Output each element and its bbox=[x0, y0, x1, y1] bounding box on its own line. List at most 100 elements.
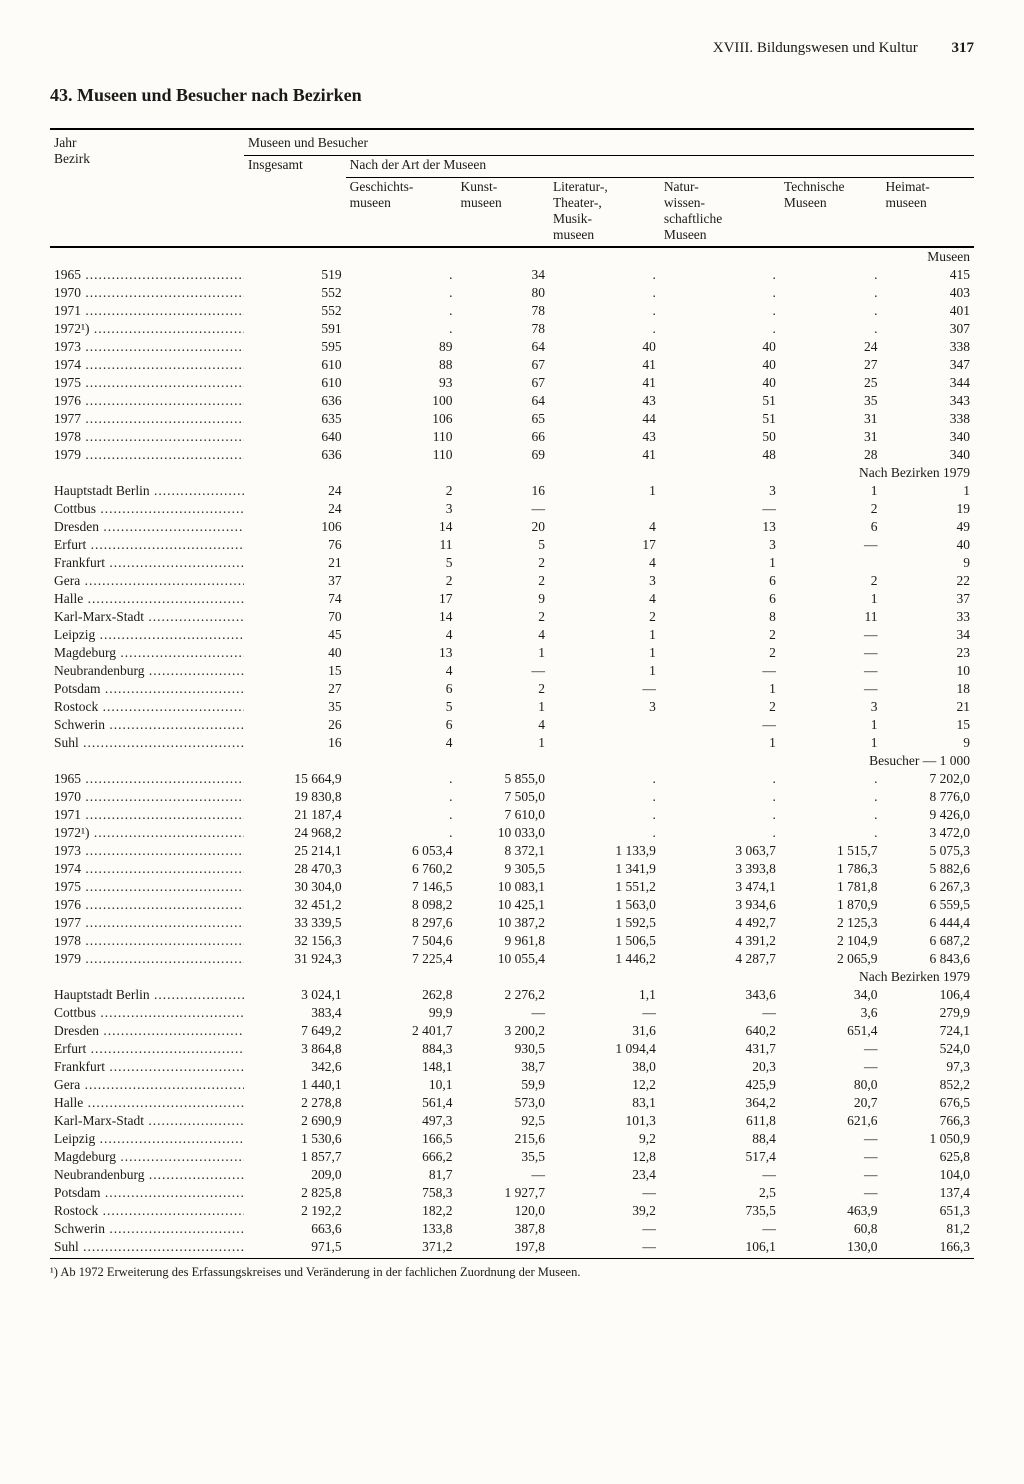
row-label: 1972¹) bbox=[50, 824, 244, 842]
cell: 21 bbox=[882, 698, 974, 716]
cell: 130,0 bbox=[780, 1238, 882, 1256]
cell: . bbox=[660, 320, 780, 338]
table-row: Frankfurt2152419 bbox=[50, 554, 974, 572]
row-label: 1975 bbox=[50, 878, 244, 896]
section-bezirke-1: Nach Bezirken 1979 bbox=[50, 464, 974, 482]
cell: 17 bbox=[346, 590, 457, 608]
row-label: Suhl bbox=[50, 1238, 244, 1256]
cell: 1 870,9 bbox=[780, 896, 882, 914]
cell: 20,7 bbox=[780, 1094, 882, 1112]
cell: 40 bbox=[244, 644, 346, 662]
cell: 1 bbox=[457, 698, 549, 716]
row-label: 1975 bbox=[50, 374, 244, 392]
cell: 1 050,9 bbox=[882, 1130, 974, 1148]
table-row: 19756109367414025344 bbox=[50, 374, 974, 392]
cell: 930,5 bbox=[457, 1040, 549, 1058]
row-label: Dresden bbox=[50, 518, 244, 536]
cell: 10 055,4 bbox=[457, 950, 549, 968]
cell: 31 bbox=[780, 428, 882, 446]
cell: — bbox=[660, 500, 780, 518]
table-row: Magdeburg4013112—23 bbox=[50, 644, 974, 662]
cell: 99,9 bbox=[346, 1004, 457, 1022]
row-label: Magdeburg bbox=[50, 1148, 244, 1166]
cell: . bbox=[660, 788, 780, 806]
cell: 463,9 bbox=[780, 1202, 882, 1220]
cell: 635 bbox=[244, 410, 346, 428]
cell: 2 bbox=[346, 572, 457, 590]
cell: — bbox=[660, 1220, 780, 1238]
cell: 1 bbox=[882, 482, 974, 500]
cell: 100 bbox=[346, 392, 457, 410]
cell: 92,5 bbox=[457, 1112, 549, 1130]
cell: 76 bbox=[244, 536, 346, 554]
cell: 387,8 bbox=[457, 1220, 549, 1238]
cell: — bbox=[457, 500, 549, 518]
cell: 636 bbox=[244, 392, 346, 410]
table-row: Suhl1641119 bbox=[50, 734, 974, 752]
cell: 10 bbox=[882, 662, 974, 680]
col-c6: Heimat- museen bbox=[882, 178, 974, 245]
cell: 1 bbox=[780, 734, 882, 752]
cell: . bbox=[780, 266, 882, 284]
cell: 884,3 bbox=[346, 1040, 457, 1058]
cell: 78 bbox=[457, 302, 549, 320]
table-row: 197864011066435031340 bbox=[50, 428, 974, 446]
cell: 48 bbox=[660, 446, 780, 464]
cell: 3 864,8 bbox=[244, 1040, 346, 1058]
cell: 1 506,5 bbox=[549, 932, 660, 950]
cell: 6 bbox=[346, 716, 457, 734]
cell: 16 bbox=[457, 482, 549, 500]
cell: 2 825,8 bbox=[244, 1184, 346, 1202]
cell: 70 bbox=[244, 608, 346, 626]
cell: 735,5 bbox=[660, 1202, 780, 1220]
cell bbox=[549, 500, 660, 518]
cell: . bbox=[346, 806, 457, 824]
table-row: 197019 830,8.7 505,0...8 776,0 bbox=[50, 788, 974, 806]
cell: — bbox=[549, 1238, 660, 1256]
cell: . bbox=[780, 806, 882, 824]
row-label: 1979 bbox=[50, 446, 244, 464]
cell: 6 bbox=[660, 590, 780, 608]
table-row: Dresden1061420413649 bbox=[50, 518, 974, 536]
row-label: Karl-Marx-Stadt bbox=[50, 1112, 244, 1130]
row-label: Halle bbox=[50, 590, 244, 608]
row-label: Leipzig bbox=[50, 626, 244, 644]
cell: 25 bbox=[780, 374, 882, 392]
cell: 215,6 bbox=[457, 1130, 549, 1148]
cell: 4 bbox=[457, 626, 549, 644]
cell: 40 bbox=[882, 536, 974, 554]
row-label: 1970 bbox=[50, 284, 244, 302]
row-label: 1972¹) bbox=[50, 320, 244, 338]
row-label: 1973 bbox=[50, 842, 244, 860]
table-row: Hauptstadt Berlin3 024,1262,82 276,21,13… bbox=[50, 986, 974, 1004]
cell: 6 053,4 bbox=[346, 842, 457, 860]
cell: 1 515,7 bbox=[780, 842, 882, 860]
row-label: Cottbus bbox=[50, 1004, 244, 1022]
cell: 338 bbox=[882, 338, 974, 356]
cell: 106 bbox=[346, 410, 457, 428]
cell: 2 104,9 bbox=[780, 932, 882, 950]
cell: 93 bbox=[346, 374, 457, 392]
cell: . bbox=[346, 770, 457, 788]
cell: 636 bbox=[244, 446, 346, 464]
cell: 3 bbox=[660, 482, 780, 500]
row-label: Neubrandenburg bbox=[50, 662, 244, 680]
cell: 88,4 bbox=[660, 1130, 780, 1148]
cell: 425,9 bbox=[660, 1076, 780, 1094]
cell: 591 bbox=[244, 320, 346, 338]
chapter-title: XVIII. Bildungswesen und Kultur bbox=[713, 40, 918, 56]
table-row: 197428 470,36 760,29 305,51 341,93 393,8… bbox=[50, 860, 974, 878]
cell: 60,8 bbox=[780, 1220, 882, 1238]
cell: 106,4 bbox=[882, 986, 974, 1004]
table-row: Leipzig1 530,6166,5215,69,288,4—1 050,9 bbox=[50, 1130, 974, 1148]
cell: 7 202,0 bbox=[882, 770, 974, 788]
row-label: Rostock bbox=[50, 1202, 244, 1220]
cell: — bbox=[660, 716, 780, 734]
cell: 342,6 bbox=[244, 1058, 346, 1076]
cell: 1 341,9 bbox=[549, 860, 660, 878]
col-total: Insgesamt bbox=[244, 156, 346, 245]
cell: 27 bbox=[780, 356, 882, 374]
cell: 2 278,8 bbox=[244, 1094, 346, 1112]
cell: 1 781,8 bbox=[780, 878, 882, 896]
cell: 1 bbox=[660, 734, 780, 752]
